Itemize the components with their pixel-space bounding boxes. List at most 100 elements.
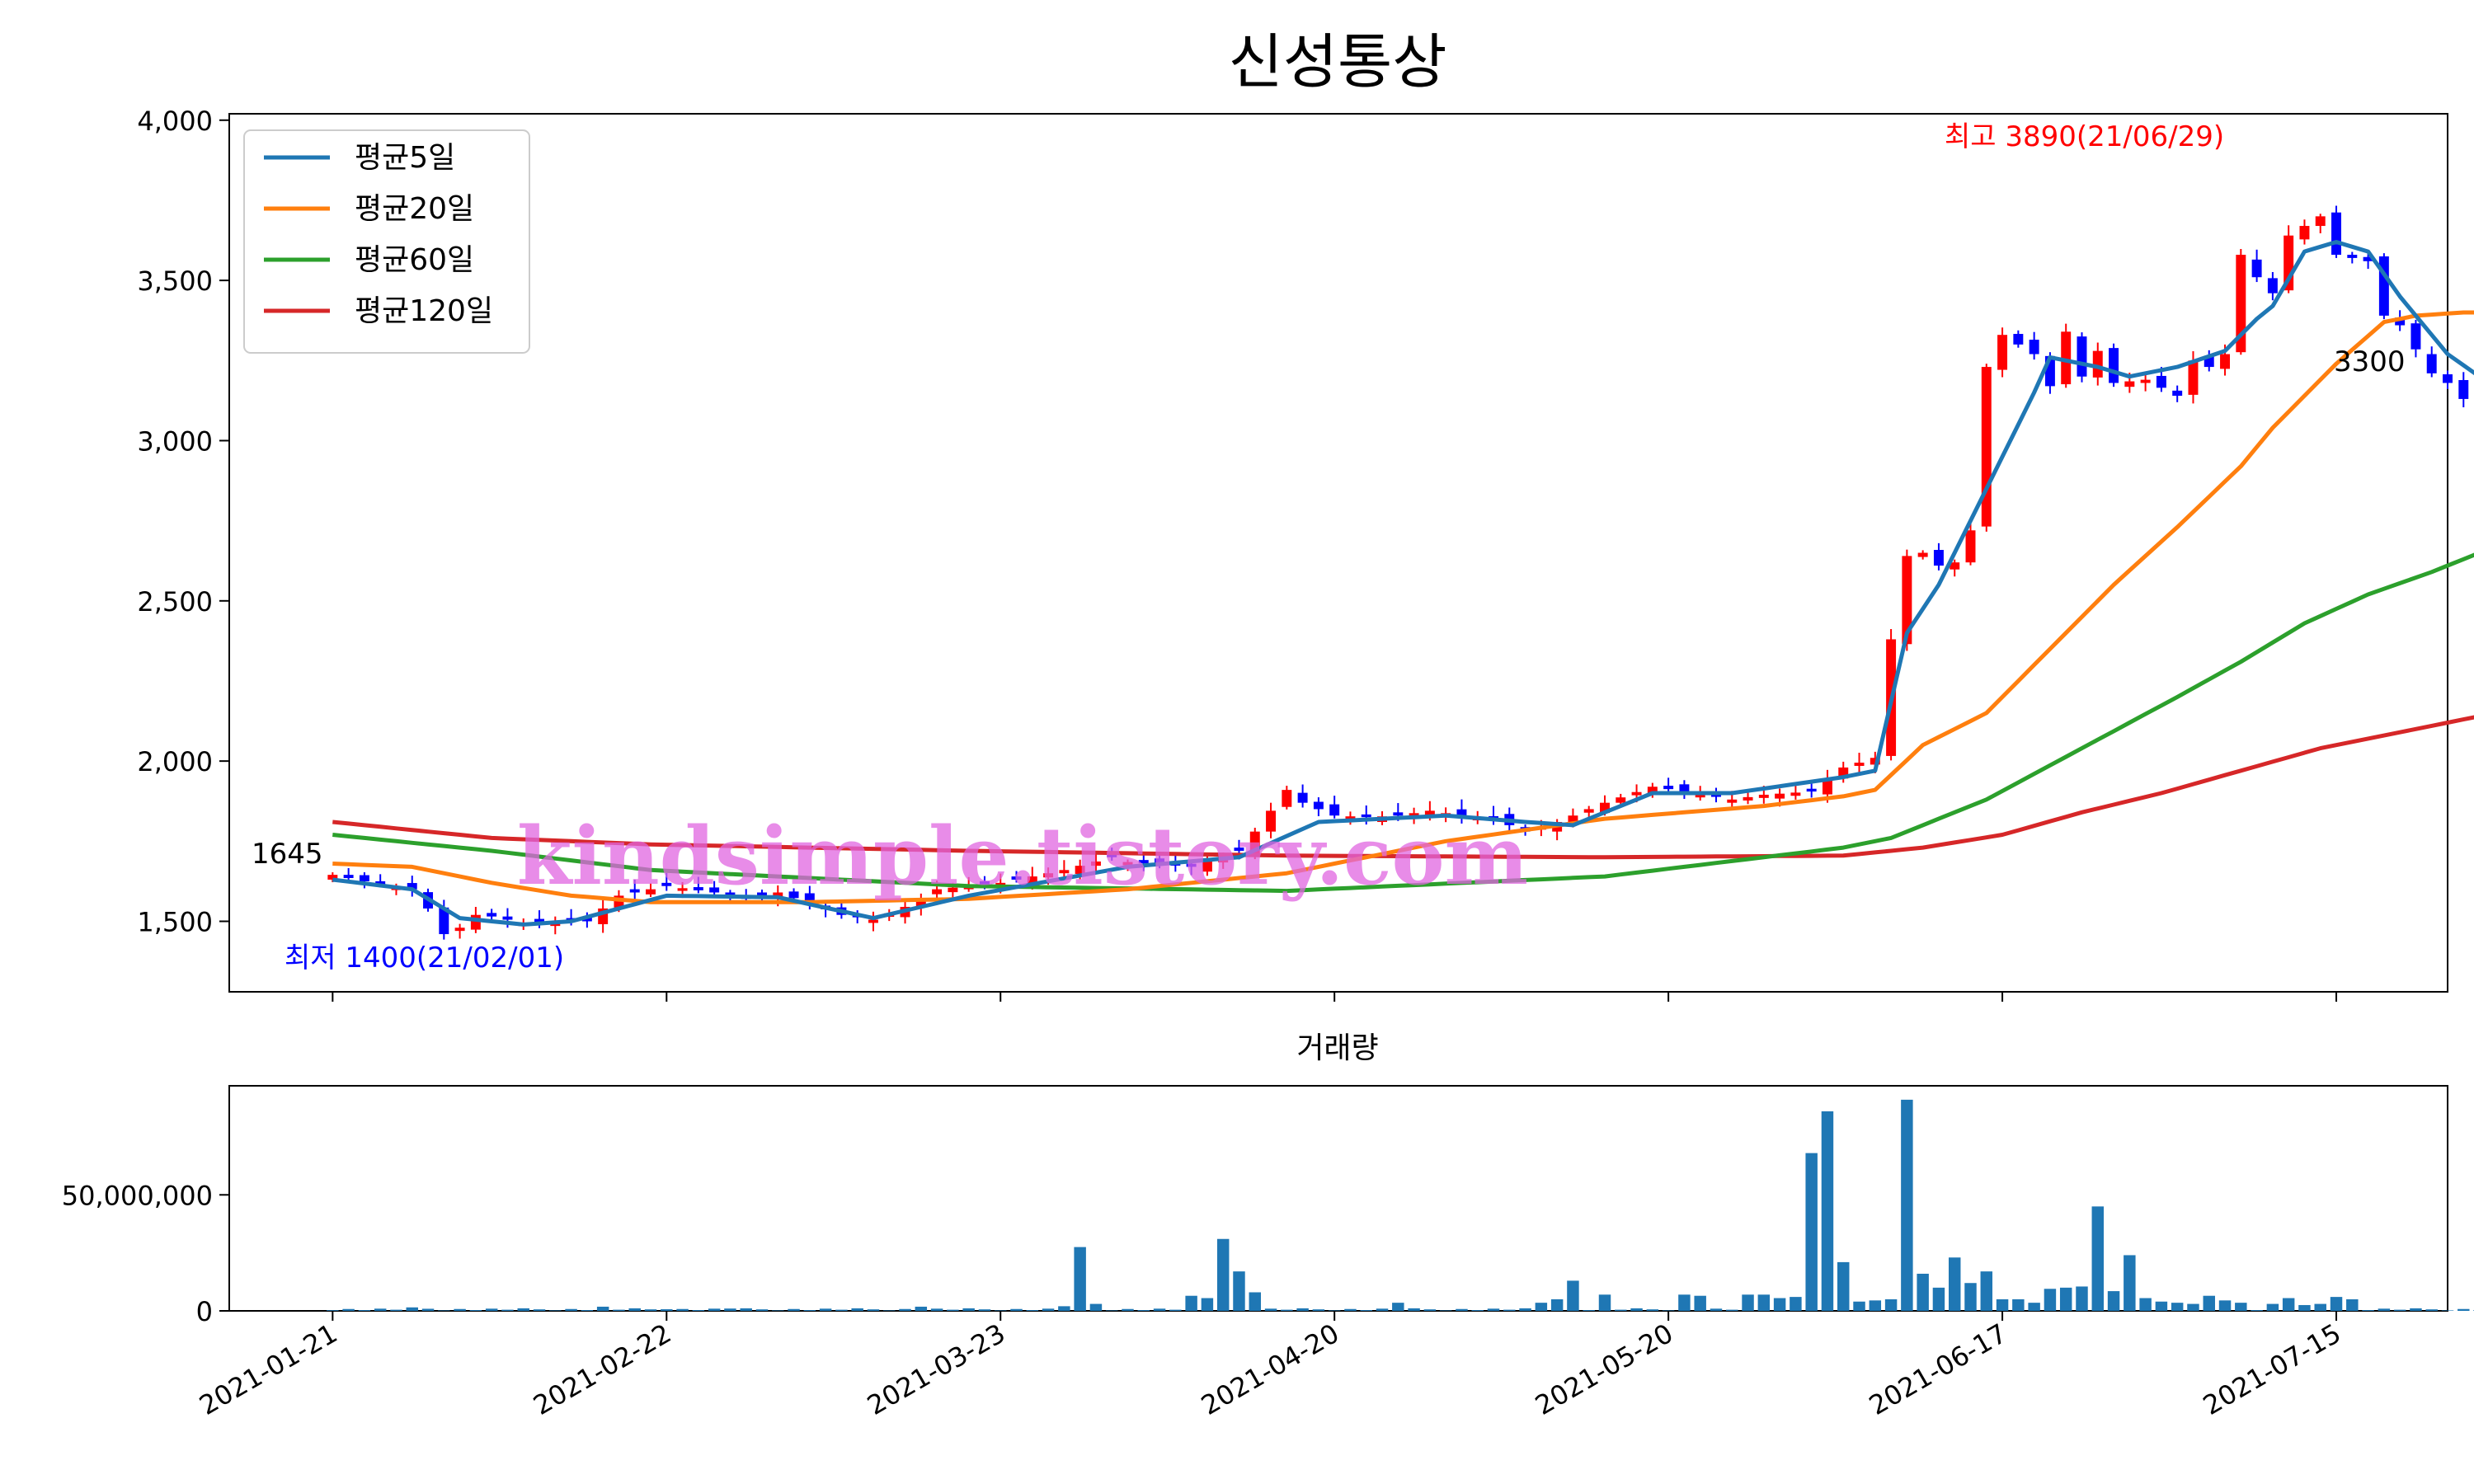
candle [1313, 797, 1324, 816]
volume-bar [1996, 1298, 2009, 1311]
price-y-tick-label: 3,500 [137, 265, 213, 297]
candle-body [1393, 812, 1404, 816]
candle-body [1297, 792, 1308, 803]
candle-body [725, 892, 736, 896]
candle-body [2236, 255, 2246, 353]
volume-bar [2218, 1300, 2232, 1311]
candle-body [1155, 858, 1165, 865]
candle [2331, 205, 2341, 258]
candle [2092, 342, 2103, 386]
candle [1266, 802, 1277, 838]
candle [2378, 253, 2389, 320]
candle-body [2124, 381, 2135, 387]
candle [1456, 799, 1467, 824]
volume-y-axis: 0 50,000,000 [62, 1180, 229, 1327]
candle [1743, 792, 1753, 805]
candle-body [2029, 340, 2039, 355]
candle-body [2395, 317, 2406, 326]
candle-body [1282, 790, 1292, 807]
candle-body [2363, 256, 2373, 261]
price-y-tick-label: 3,000 [137, 425, 213, 457]
volume-bar [1678, 1294, 1691, 1311]
volume-bar [2171, 1303, 2184, 1311]
candle-body [1043, 873, 1054, 878]
candle-body [1249, 831, 1260, 855]
volume-bar [1773, 1298, 1786, 1311]
candle [2204, 350, 2214, 372]
volume-bar [327, 1310, 339, 1311]
candle-body [1758, 794, 1769, 798]
candle-body [1583, 809, 1594, 813]
volume-bar [930, 1308, 943, 1311]
candle [1838, 761, 1849, 783]
volume-bar [803, 1310, 816, 1311]
candle-body [2013, 334, 2024, 345]
candle [1202, 853, 1212, 876]
volume-bar [772, 1310, 784, 1311]
candle [2013, 330, 2024, 348]
volume-bar [2251, 1310, 2263, 1311]
candle [581, 912, 592, 928]
volume-bar [2458, 1308, 2470, 1311]
candle-body [2331, 212, 2341, 256]
candle-body [2267, 278, 2278, 294]
volume-bar [1216, 1238, 1230, 1311]
candle [915, 893, 926, 916]
legend-label-ma20: 평균20일 [355, 192, 474, 226]
candle-body [979, 881, 990, 885]
candle-body [1424, 810, 1435, 817]
candle [1345, 811, 1356, 825]
candle-body [1631, 791, 1642, 796]
volume-bar [1646, 1309, 1659, 1311]
last-price-label: 3300 [2334, 345, 2406, 378]
volume-bar [1550, 1298, 1564, 1311]
candle-body [2061, 331, 2072, 385]
price-panel: 1,500 2,000 2,500 3,000 3,500 4,000 1645 3300… [137, 106, 2474, 1002]
volume-bar [883, 1310, 896, 1311]
candle [646, 883, 656, 897]
candle-body [1616, 797, 1626, 803]
volume-bar [2298, 1304, 2311, 1311]
volume-bar [485, 1308, 498, 1311]
candle [1917, 550, 1928, 560]
volume-bar [1344, 1308, 1357, 1311]
volume-y-tick-label: 0 [196, 1296, 213, 1327]
volume-bar [2346, 1298, 2359, 1311]
candle-body [1822, 779, 1832, 795]
candle-body [407, 883, 417, 890]
candle-body [2347, 255, 2358, 258]
volume-bar [644, 1309, 657, 1311]
volume-bar [2425, 1309, 2438, 1311]
candle-body [1059, 870, 1070, 874]
candle-body [1790, 792, 1801, 796]
volume-bar [1503, 1309, 1516, 1311]
candle [2411, 319, 2421, 358]
volume-bar [390, 1309, 402, 1311]
candle [2443, 370, 2453, 389]
candle-body [581, 917, 592, 922]
candle-body [2284, 235, 2294, 291]
candle-body [1234, 848, 1244, 851]
candle [1090, 851, 1101, 874]
candle [598, 899, 609, 933]
volume-bar [2187, 1303, 2199, 1311]
candle-body [1981, 367, 1992, 527]
candle-body [948, 887, 958, 893]
volume-bar [501, 1309, 514, 1311]
candle [2061, 323, 2072, 388]
volume-bar [1089, 1303, 1103, 1311]
candle-body [1122, 862, 1133, 866]
volume-bar [1742, 1294, 1754, 1311]
candle-body [868, 919, 878, 923]
candle [1997, 327, 2008, 378]
volume-bar [549, 1310, 562, 1311]
volume-bar [1360, 1310, 1372, 1311]
volume-bar [1058, 1306, 1070, 1311]
volume-bar [2441, 1310, 2454, 1311]
candle-body [2140, 379, 2151, 383]
price-y-tick-label: 4,000 [137, 106, 213, 137]
volume-bar [1328, 1310, 1341, 1311]
volume-bar [1105, 1310, 1118, 1311]
candle-body [1202, 861, 1212, 872]
